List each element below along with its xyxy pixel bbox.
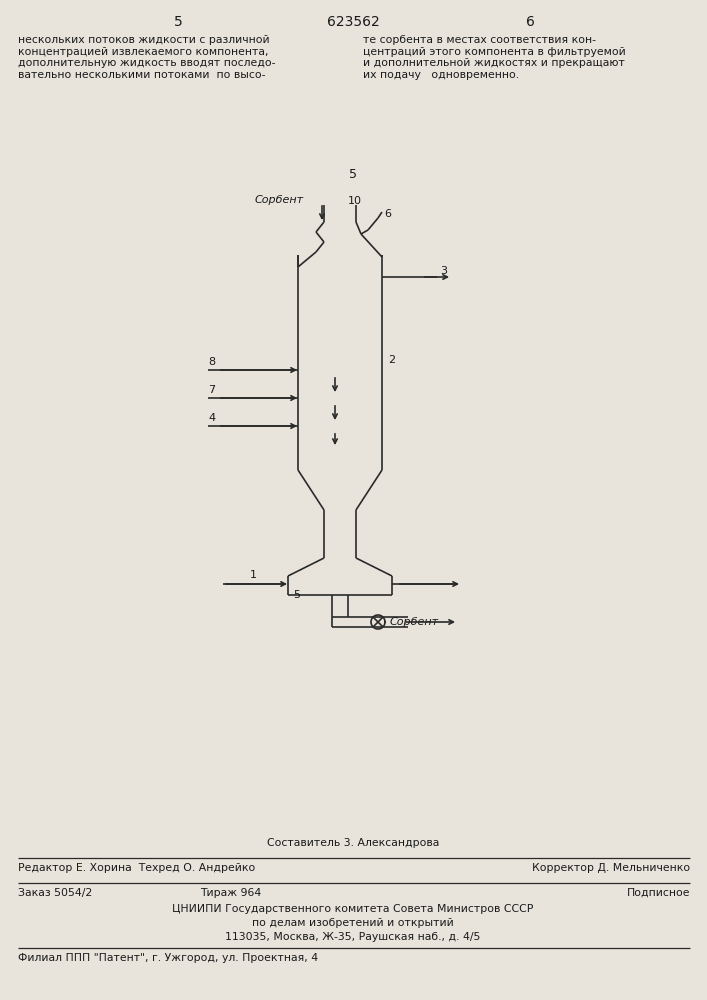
Text: 4: 4 xyxy=(208,413,215,423)
Text: 6: 6 xyxy=(384,209,391,219)
Text: 623562: 623562 xyxy=(327,15,380,29)
Text: Тираж 964: Тираж 964 xyxy=(200,888,262,898)
Text: 10: 10 xyxy=(348,196,362,206)
Text: Составитель 3. Александрова: Составитель 3. Александрова xyxy=(267,838,439,848)
Text: 5: 5 xyxy=(349,168,357,181)
Text: 7: 7 xyxy=(208,385,215,395)
Text: Корректор Д. Мельниченко: Корректор Д. Мельниченко xyxy=(532,863,690,873)
Text: Подписное: Подписное xyxy=(626,888,690,898)
Text: 3: 3 xyxy=(440,266,447,276)
Text: 5: 5 xyxy=(174,15,182,29)
Text: Филиал ППП "Патент", г. Ужгород, ул. Проектная, 4: Филиал ППП "Патент", г. Ужгород, ул. Про… xyxy=(18,953,318,963)
Text: 6: 6 xyxy=(525,15,534,29)
Text: те сорбента в местах соответствия кон-
центраций этого компонента в фильтруемой
: те сорбента в местах соответствия кон- ц… xyxy=(363,35,626,80)
Text: 1: 1 xyxy=(250,570,257,580)
Text: ЦНИИПИ Государственного комитета Совета Министров СССР: ЦНИИПИ Государственного комитета Совета … xyxy=(173,904,534,914)
Text: 113035, Москва, Ж-35, Раушская наб., д. 4/5: 113035, Москва, Ж-35, Раушская наб., д. … xyxy=(226,932,481,942)
Text: Сорбент: Сорбент xyxy=(255,195,304,205)
Text: 5: 5 xyxy=(293,590,300,600)
Text: Редактор Е. Хорина  Техред О. Андрейко: Редактор Е. Хорина Техред О. Андрейко xyxy=(18,863,255,873)
Text: нескольких потоков жидкости с различной
концентрацией извлекаемого компонента,
д: нескольких потоков жидкости с различной … xyxy=(18,35,276,80)
Text: Сорбент: Сорбент xyxy=(390,617,439,627)
Text: 2: 2 xyxy=(388,355,395,365)
Text: 8: 8 xyxy=(208,357,215,367)
Text: по делам изобретений и открытий: по делам изобретений и открытий xyxy=(252,918,454,928)
Text: Заказ 5054/2: Заказ 5054/2 xyxy=(18,888,92,898)
